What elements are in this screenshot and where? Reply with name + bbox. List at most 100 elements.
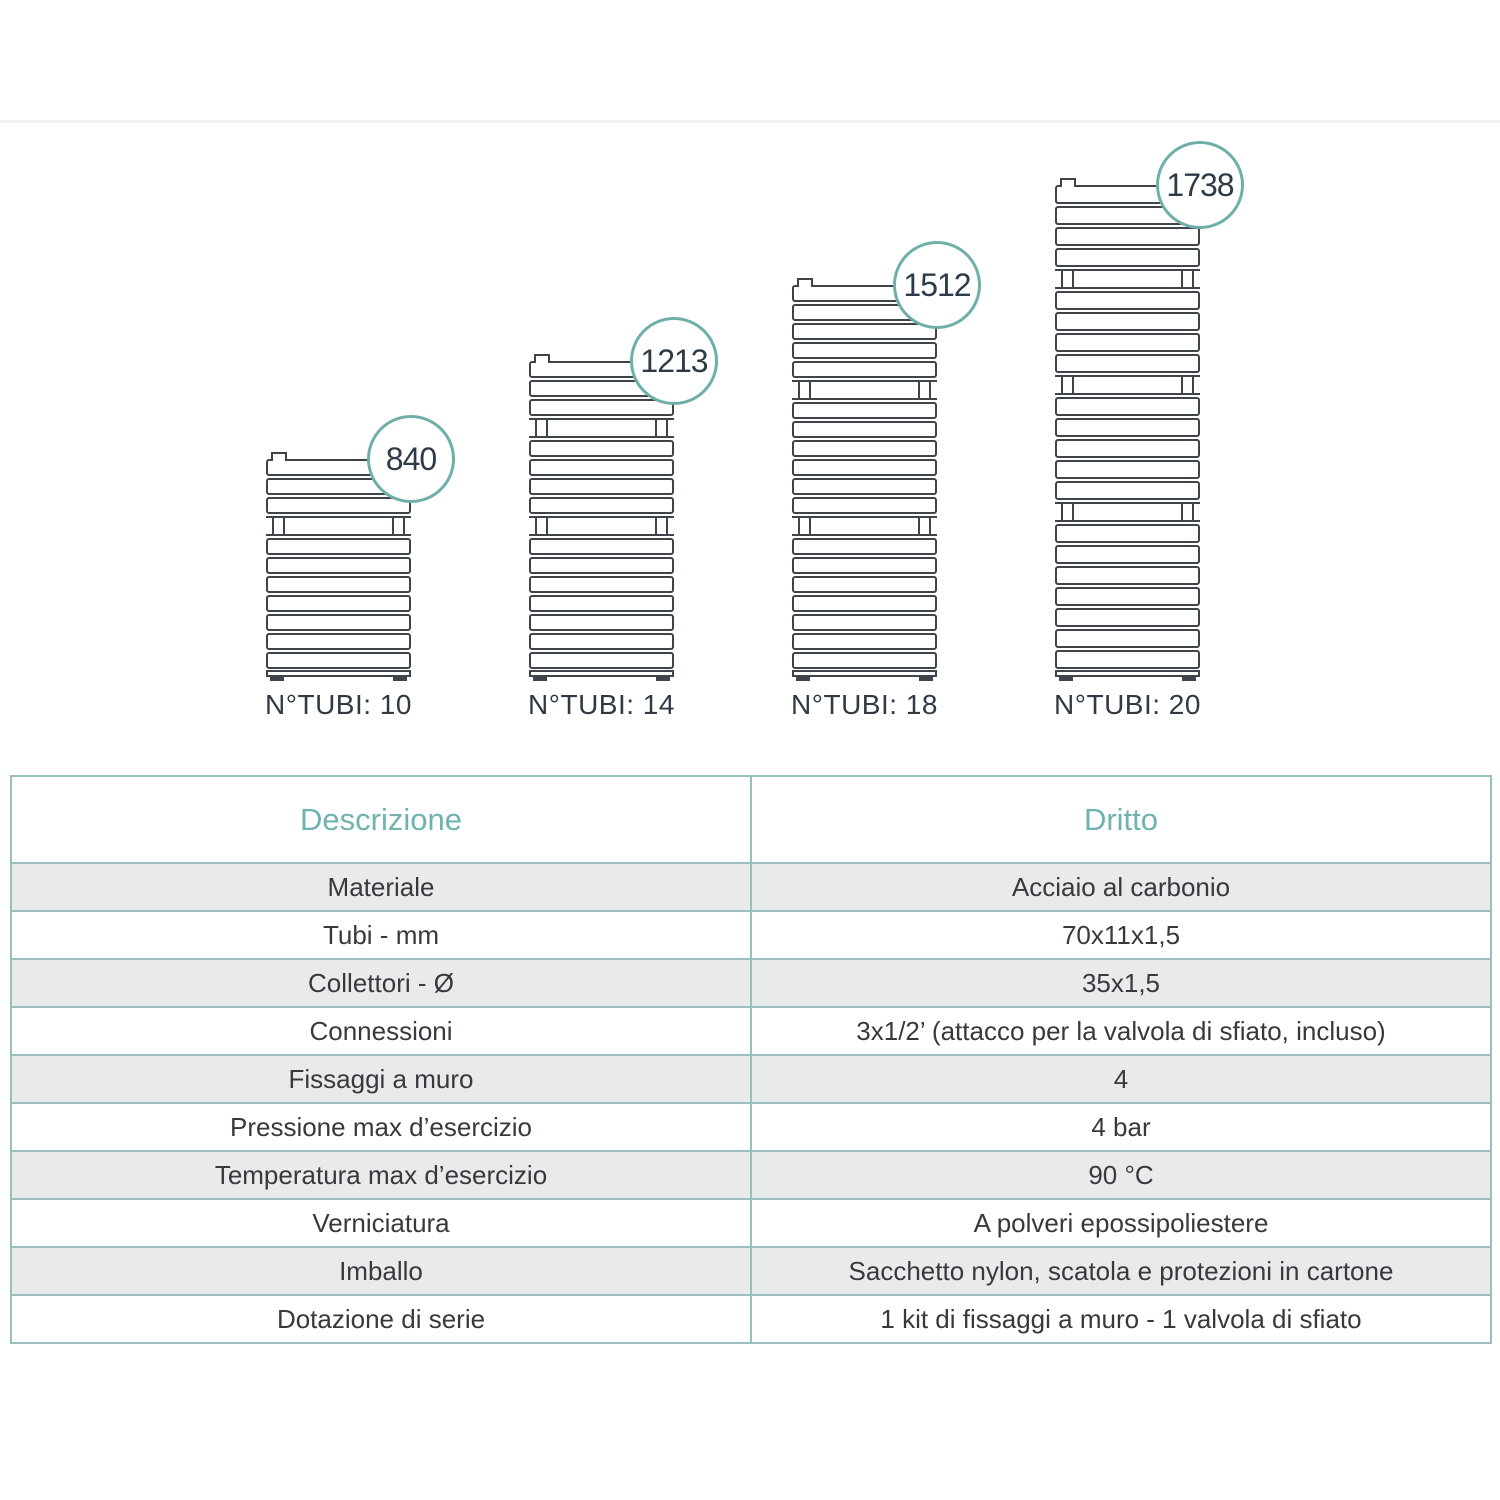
radiator-drawing <box>792 278 937 681</box>
spec-label: Collettori - Ø <box>10 958 752 1008</box>
spec-value: 90 °C <box>750 1150 1492 1200</box>
spec-value: 35x1,5 <box>750 958 1492 1008</box>
height-value: 1738 <box>1166 166 1234 203</box>
radiator-tube <box>266 576 411 593</box>
radiator-tube <box>792 652 937 669</box>
radiator-tube <box>1055 566 1200 585</box>
column-header-dritto: Dritto <box>750 775 1492 864</box>
radiator-tube <box>266 557 411 574</box>
radiator-tube <box>792 402 937 419</box>
table-row: Materiale Acciaio al carbonio <box>10 862 1492 912</box>
radiator-tube <box>792 538 937 555</box>
height-badge: 1738 <box>1156 141 1244 229</box>
spec-label: Materiale <box>10 862 752 912</box>
radiator-tube <box>1055 248 1200 267</box>
radiator-tube <box>792 633 937 650</box>
wall-bracket <box>1055 375 1200 395</box>
radiator-tube <box>792 614 937 631</box>
radiator-drawing <box>266 452 411 681</box>
radiator-tube <box>1055 397 1200 416</box>
tube-count-label: N°TUBI: 14 <box>528 689 675 720</box>
height-badge: 1213 <box>630 317 718 405</box>
radiator-tube <box>1055 524 1200 543</box>
table-row: Dotazione di serie 1 kit di fissaggi a m… <box>10 1294 1492 1344</box>
radiator-tube <box>792 595 937 612</box>
height-value: 1213 <box>640 342 708 379</box>
spec-label: Pressione max d’esercizio <box>10 1102 752 1152</box>
radiator-tube <box>1055 333 1200 352</box>
wall-bracket <box>529 516 674 536</box>
radiator-tube <box>1055 439 1200 458</box>
spec-value: Acciaio al carbonio <box>750 862 1492 912</box>
radiator-drawing <box>1055 178 1200 681</box>
radiator-tube <box>266 497 411 514</box>
radiator-tube <box>792 342 937 359</box>
radiator-tube <box>1055 545 1200 564</box>
radiator-tube <box>1055 291 1200 310</box>
height-badge: 1512 <box>893 241 981 329</box>
table-header-row: Descrizione Dritto <box>10 775 1492 864</box>
table-row: Temperatura max d’esercizio 90 °C <box>10 1150 1492 1200</box>
spec-value: 3x1/2’ (attacco per la valvola di sfiato… <box>750 1006 1492 1056</box>
wall-bracket <box>792 516 937 536</box>
spec-label: Temperatura max d’esercizio <box>10 1150 752 1200</box>
radiator-tube <box>529 633 674 650</box>
spec-value: 1 kit di fissaggi a muro - 1 valvola di … <box>750 1294 1492 1344</box>
radiator-tube <box>529 652 674 669</box>
radiator-tube <box>792 576 937 593</box>
spec-value: A polveri epossipoliestere <box>750 1198 1492 1248</box>
radiator-base <box>1055 670 1200 681</box>
radiator-tube <box>1055 629 1200 648</box>
radiator-tube <box>529 478 674 495</box>
radiator-tube <box>792 421 937 438</box>
radiator-model-10-tubes: 840 N°TUBI: 10 <box>265 415 455 720</box>
table-row: Pressione max d’esercizio 4 bar <box>10 1102 1492 1152</box>
spec-label: Fissaggi a muro <box>10 1054 752 1104</box>
radiator-tube <box>792 557 937 574</box>
height-value: 840 <box>385 440 437 477</box>
radiator-tube <box>1055 418 1200 437</box>
radiator-tube <box>529 497 674 514</box>
radiator-tube <box>529 440 674 457</box>
tube-count-label: N°TUBI: 10 <box>265 689 412 720</box>
radiator-tube <box>792 459 937 476</box>
radiator-tube <box>529 614 674 631</box>
wall-bracket <box>529 418 674 438</box>
table-row: Imballo Sacchetto nylon, scatola e prote… <box>10 1246 1492 1296</box>
radiator-tube <box>266 633 411 650</box>
radiator-tube <box>266 538 411 555</box>
radiator-tube <box>792 497 937 514</box>
spec-label: Connessioni <box>10 1006 752 1056</box>
spec-label: Verniciatura <box>10 1198 752 1248</box>
spec-value: 70x11x1,5 <box>750 910 1492 960</box>
radiator-tube <box>529 557 674 574</box>
tube-count-label: N°TUBI: 18 <box>791 689 938 720</box>
page-divider-line <box>0 120 1500 123</box>
radiator-tube <box>792 323 937 340</box>
wall-bracket <box>266 516 411 536</box>
radiator-tube <box>266 614 411 631</box>
spec-value: Sacchetto nylon, scatola e protezioni in… <box>750 1246 1492 1296</box>
table-row: Connessioni 3x1/2’ (attacco per la valvo… <box>10 1006 1492 1056</box>
radiator-tube <box>1055 608 1200 627</box>
table-row: Tubi - mm 70x11x1,5 <box>10 910 1492 960</box>
radiator-base <box>529 670 674 681</box>
wall-bracket <box>1055 502 1200 522</box>
spec-label: Dotazione di serie <box>10 1294 752 1344</box>
spec-label: Tubi - mm <box>10 910 752 960</box>
radiator-tube <box>1055 587 1200 606</box>
radiator-model-18-tubes: 1512 N°TUBI: 18 <box>791 241 981 720</box>
radiator-tube <box>266 652 411 669</box>
wall-bracket <box>792 380 937 400</box>
spec-value: 4 bar <box>750 1102 1492 1152</box>
spec-label: Imballo <box>10 1246 752 1296</box>
radiator-tube <box>1055 650 1200 669</box>
radiator-tube <box>529 595 674 612</box>
radiator-model-14-tubes: 1213 N°TUBI: 14 <box>528 317 718 720</box>
radiator-tube <box>1055 312 1200 331</box>
radiator-drawing <box>529 354 674 681</box>
table-row: Fissaggi a muro 4 <box>10 1054 1492 1104</box>
radiator-tube <box>529 459 674 476</box>
radiator-size-diagram: 840 N°TUBI: 10 1213 N°TUBI: 14 1512 N°TU… <box>265 141 1244 720</box>
radiator-tube <box>1055 481 1200 500</box>
